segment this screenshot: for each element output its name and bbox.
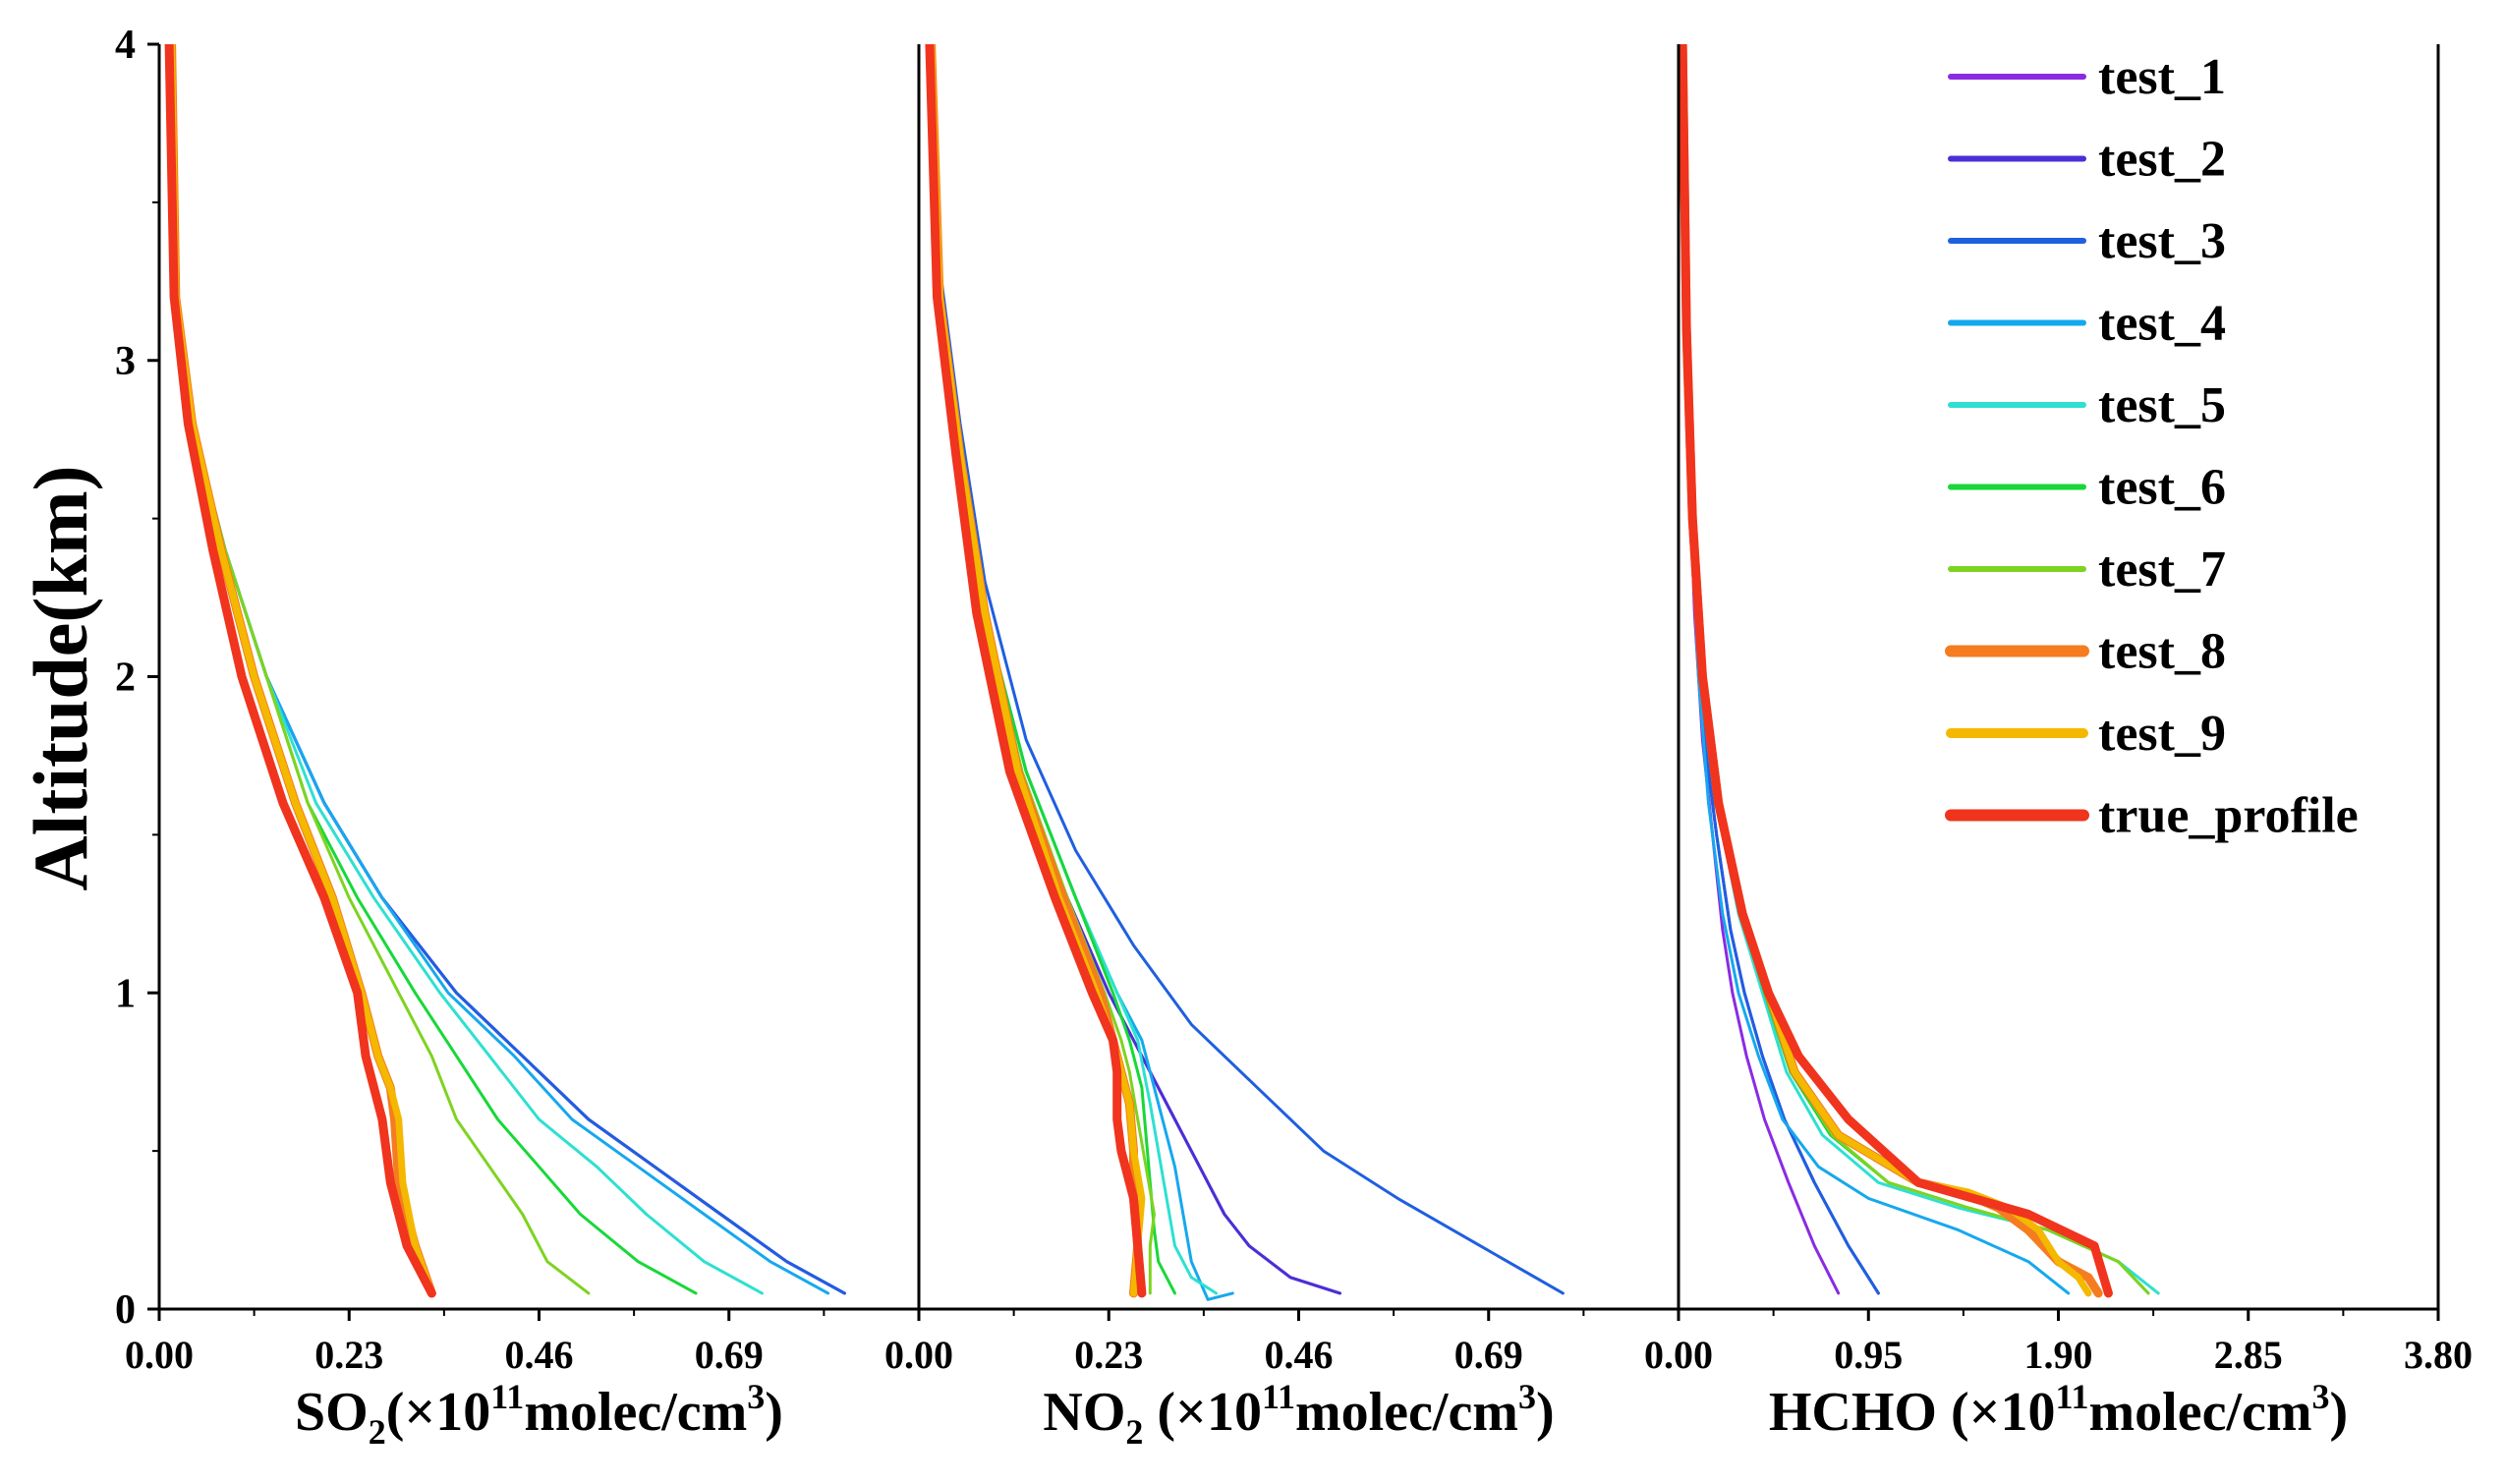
y-tick-label: 3 <box>115 339 136 384</box>
x-tick-label: 0.00 <box>1644 1333 1713 1377</box>
x-axis-label-part: 3 <box>747 1377 765 1416</box>
x-tick-label: 0.00 <box>125 1333 194 1377</box>
legend-label-test_5: test_5 <box>2098 377 2226 433</box>
y-tick-label: 0 <box>115 1287 136 1333</box>
series-line-test_4 <box>170 44 830 1295</box>
x-axis-label-part: 3 <box>1518 1377 1536 1416</box>
series-line-test_1 <box>170 44 846 1295</box>
x-axis-label-part: NO <box>1043 1382 1125 1443</box>
x-axis-label-part: (×10 <box>386 1382 491 1443</box>
x-axis-label-part: ) <box>1536 1382 1555 1443</box>
legend: test_1 test_2 test_3 test_4 test_5 test_6test… <box>1945 49 2359 844</box>
series-line-test_3 <box>930 44 1565 1295</box>
y-tick-label: 4 <box>115 23 136 68</box>
series-line-test_3 <box>1680 44 1880 1295</box>
series-line-test_8 <box>927 44 1143 1298</box>
series-line-test_6 <box>930 44 1176 1295</box>
x-axis-label-part: molec/cm <box>2089 1382 2312 1443</box>
x-axis-label-part: molec/cm <box>1295 1382 1518 1443</box>
x-axis-label-part: (×10 <box>1937 1382 2056 1443</box>
series-line-test_5 <box>170 44 764 1295</box>
x-axis-label-part: molec/cm <box>524 1382 747 1443</box>
x-tick-label: 0.46 <box>1265 1333 1334 1377</box>
legend-label-test_1: test_1 <box>2098 49 2226 105</box>
series-line-test_4 <box>930 44 1234 1301</box>
legend-label-test_3: test_3 <box>2098 213 2226 269</box>
legend-label-test_4: test_4 <box>2098 296 2226 352</box>
legend-label-test_8: test_8 <box>2098 624 2226 680</box>
panel-lines <box>925 44 1565 1301</box>
x-tick-label: 3.80 <box>2404 1333 2473 1377</box>
series-line-test_4 <box>1680 44 2071 1295</box>
y-axis-label: Altitude(km) <box>18 465 103 890</box>
x-tick-label: 2.85 <box>2214 1333 2283 1377</box>
x-tick-label: 0.95 <box>1834 1333 1903 1377</box>
legend-label-test_6: test_6 <box>2098 460 2226 516</box>
x-axis-label: NO2 (×1011molec/cm3) <box>1043 1377 1554 1452</box>
legend-label-true_profile: true_profile <box>2098 788 2359 844</box>
x-axis-label-part: 11 <box>490 1377 524 1416</box>
x-axis-label-part: ) <box>2330 1382 2349 1443</box>
x-axis-label-part: 2 <box>1125 1412 1143 1452</box>
x-tick-label: 0.23 <box>1074 1333 1143 1377</box>
x-tick-label: 0.69 <box>1454 1333 1523 1377</box>
x-axis-label-part: 3 <box>2312 1377 2330 1416</box>
series-line-test_7 <box>1680 44 2150 1295</box>
series-line-true_profile <box>164 44 436 1298</box>
series-line-test_9 <box>1679 44 2092 1297</box>
panel-lines <box>1679 44 2160 1298</box>
series-line-true_profile <box>1679 44 2113 1298</box>
x-tick-label: 0.69 <box>695 1333 764 1377</box>
series-line-test_6 <box>1680 44 2150 1295</box>
x-axis-label-part: ) <box>765 1382 783 1443</box>
panel-lines <box>164 44 846 1298</box>
legend-label-test_2: test_2 <box>2098 132 2226 188</box>
x-tick-label: 0.23 <box>314 1333 383 1377</box>
series-line-test_9 <box>168 44 435 1297</box>
x-tick-label: 1.90 <box>2024 1333 2093 1377</box>
x-axis-label-part: 11 <box>2056 1377 2089 1416</box>
series-line-test_8 <box>1679 44 2103 1298</box>
x-axis-label: HCHO (×1011molec/cm3) <box>1769 1377 2348 1443</box>
x-axis-label-part: 11 <box>1262 1377 1295 1416</box>
series-line-test_5 <box>930 44 1218 1295</box>
y-tick-label: 1 <box>115 971 136 1016</box>
x-tick-label: 0.46 <box>505 1333 574 1377</box>
series-line-test_9 <box>928 44 1146 1297</box>
series-line-test_5 <box>1680 44 2160 1295</box>
y-tick-label: 2 <box>115 656 136 701</box>
x-axis-label-part: SO <box>295 1382 369 1443</box>
series-line-test_3 <box>170 44 846 1295</box>
panel-3: 0.00 0.95 1.90 2.85 3.80 HCHO (×1011molec/cm3… <box>1644 44 2473 1443</box>
x-axis-label: SO2(×1011molec/cm3) <box>295 1377 783 1452</box>
series-line-test_2 <box>170 44 846 1295</box>
x-tick-label: 0.00 <box>884 1333 953 1377</box>
x-axis-label-part: (×10 <box>1143 1382 1262 1443</box>
x-axis-label-part: HCHO <box>1769 1382 1937 1443</box>
legend-label-test_9: test_9 <box>2098 706 2226 762</box>
series-line-true_profile <box>925 44 1147 1298</box>
x-axis-label-part: 2 <box>369 1412 386 1452</box>
legend-label-test_7: test_7 <box>2098 542 2226 598</box>
